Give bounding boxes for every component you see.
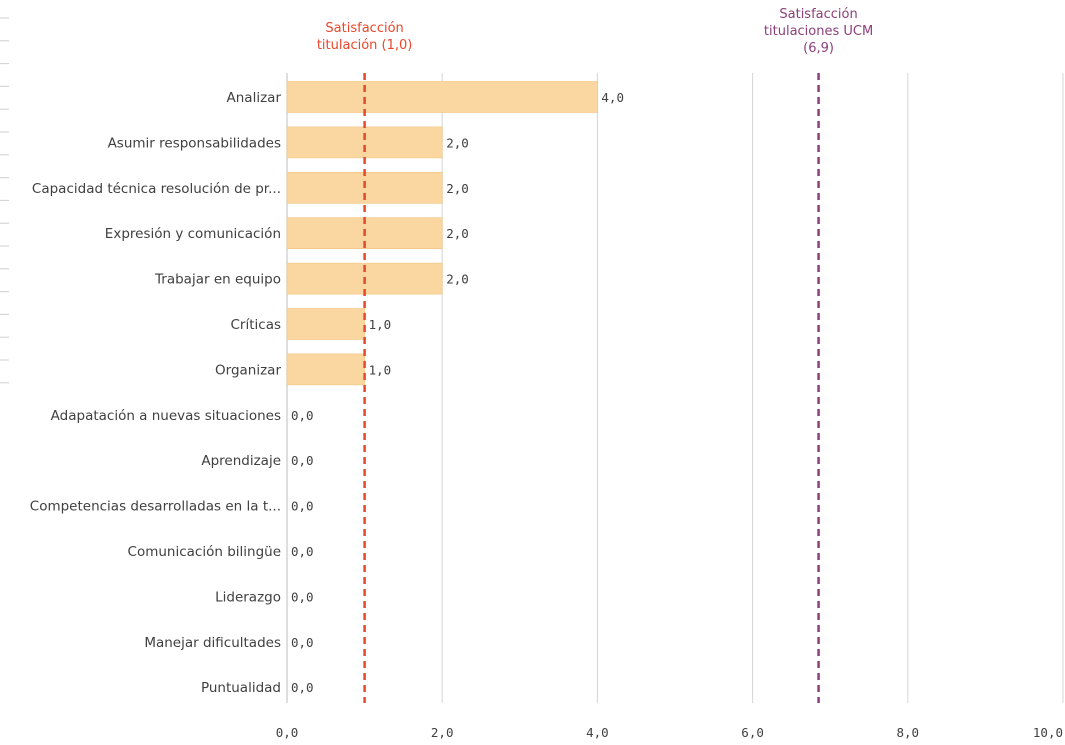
value-label: 2,0 (446, 135, 469, 150)
left-edge-ticks (0, 17, 9, 384)
category-label: Liderazgo (215, 589, 281, 605)
category-labels: Analizar Asumir responsabilidades Capacida… (30, 90, 282, 696)
x-tick-label: 8,0 (897, 725, 920, 740)
reference-line-label: Satisfacción (325, 21, 403, 36)
value-label: 0,0 (291, 635, 314, 650)
reference-line-label: titulaciones UCM (764, 24, 873, 39)
value-label: 2,0 (446, 226, 469, 241)
value-label: 2,0 (446, 272, 469, 287)
category-label: Críticas (231, 317, 282, 333)
category-label: Manejar dificultades (144, 635, 281, 651)
category-label: Organizar (215, 362, 281, 378)
category-label: Puntualidad (201, 680, 281, 696)
category-label: Adapatación a nuevas situaciones (51, 408, 281, 424)
category-label: Aprendizaje (201, 453, 281, 469)
value-label: 2,0 (446, 181, 469, 196)
reference-line-label: (6,9) (803, 41, 834, 56)
x-axis-tick-labels: 0,0 2,0 4,0 6,0 8,0 10,0 (276, 725, 1063, 740)
x-tick-label: 2,0 (431, 725, 454, 740)
reference-line-label: titulación (1,0) (317, 38, 413, 53)
value-label: 0,0 (291, 589, 314, 604)
value-label: 0,0 (291, 680, 314, 695)
category-label: Comunicación bilingüe (128, 544, 281, 560)
category-label: Asumir responsabilidades (108, 135, 281, 151)
category-label: Analizar (227, 90, 282, 106)
value-label: 0,0 (291, 453, 314, 468)
value-label: 1,0 (369, 317, 392, 332)
value-label: 1,0 (369, 362, 392, 377)
category-label: Trabajar en equipo (154, 272, 281, 288)
grid-lines (286, 73, 1064, 703)
bar (286, 308, 365, 340)
category-label: Capacidad técnica resolución de pr... (32, 181, 281, 197)
value-label: 4,0 (601, 90, 624, 105)
bar (286, 126, 443, 159)
bar (286, 353, 365, 386)
x-tick-label: 0,0 (276, 725, 299, 740)
value-labels: 4,0 2,0 2,0 2,0 2,0 1,0 1,0 0,0 0,0 0,0 0,0 0,0 0,0 0… (291, 90, 624, 695)
x-tick-label: 10,0 (1033, 725, 1063, 740)
category-label: Competencias desarrolladas en la t... (30, 499, 281, 515)
x-tick-label: 6,0 (741, 725, 764, 740)
value-label: 0,0 (291, 499, 314, 514)
value-label: 0,0 (291, 408, 314, 423)
value-label: 0,0 (291, 544, 314, 559)
reference-line-label: Satisfacción (779, 7, 857, 22)
bar (286, 81, 598, 113)
category-label: Expresión y comunicación (105, 226, 281, 242)
reference-lines: Satisfacción titulación (1,0) Satisfacción… (317, 7, 873, 703)
x-tick-label: 4,0 (586, 725, 609, 740)
